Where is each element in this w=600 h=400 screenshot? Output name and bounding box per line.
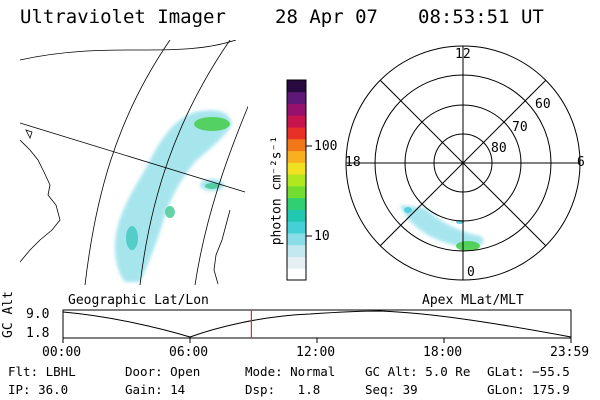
image-date: 28 Apr 07 — [275, 6, 378, 28]
timeline-xtick: 12:00 — [296, 345, 336, 360]
mlt-label-0: 0 — [467, 265, 475, 280]
colorbar-cell — [287, 91, 306, 105]
colorbar-cell — [287, 256, 306, 269]
apex-label: Apex MLat/MLT — [422, 293, 524, 308]
aurora-halo-left — [114, 110, 232, 283]
ip-info: IP: 36.0 — [8, 382, 69, 397]
colorbar-cell — [287, 197, 306, 210]
mlt-label-18: 18 — [345, 155, 361, 170]
geographic-map — [20, 40, 248, 285]
colorbar-cell — [287, 115, 306, 128]
colorbar-cell — [287, 150, 306, 163]
aurora-polar — [400, 205, 484, 251]
mlt-label-12: 12 — [455, 47, 471, 62]
mode-info: Mode: Normal — [245, 364, 336, 379]
geographic-label: Geographic Lat/Lon — [68, 293, 209, 308]
colorbar-cell — [287, 209, 306, 222]
glon-info: GLon: 175.9 — [487, 382, 570, 397]
colorbar-cell — [287, 268, 306, 281]
colorbar-cell — [287, 80, 306, 93]
timeline-ytick-bottom: 1.8 — [26, 326, 50, 341]
mlat-label-70: 70 — [512, 120, 528, 135]
polar-plot — [345, 45, 581, 281]
coastline — [20, 129, 231, 285]
mlt-label-6: 6 — [577, 155, 585, 170]
timeline-ylabel: GC Alt — [1, 291, 16, 338]
timeline-ytick-top: 9.0 — [26, 307, 50, 322]
colorbar-cell — [287, 127, 306, 140]
image-time: 08:53:51 UT — [418, 6, 544, 28]
colorbar-tick-10: 10 — [314, 229, 330, 244]
colorbar-cell — [287, 138, 306, 152]
instrument-title: Ultraviolet Imager — [20, 6, 226, 28]
colorbar-label: photon cm⁻²s⁻¹ — [269, 135, 285, 246]
colorbar-cell — [287, 232, 306, 246]
dsp-info: Dsp: 1.8 — [245, 382, 321, 397]
mlat-label-60: 60 — [535, 97, 551, 112]
colorbar-cell — [287, 174, 306, 187]
colorbar-cell — [287, 221, 306, 234]
gain-info: Gain: 14 — [125, 382, 186, 397]
colorbar-cell — [287, 185, 306, 199]
colorbar-tick-100: 100 — [314, 139, 338, 154]
mlat-label-80: 80 — [491, 141, 507, 156]
map-grid — [20, 40, 248, 285]
gc-alt-info: GC Alt: 5.0 Re — [365, 364, 471, 379]
colorbar-cell — [287, 244, 306, 257]
filter-info: Flt: LBHL — [8, 364, 76, 379]
colorbar — [286, 79, 312, 281]
orbit-timeline — [62, 309, 572, 343]
door-info: Door: Open — [125, 364, 201, 379]
glat-info: GLat: −55.5 — [487, 364, 570, 379]
timeline-xtick: 06:00 — [169, 345, 209, 360]
timeline-xtick: 00:00 — [42, 345, 82, 360]
seq-info: Seq: 39 — [365, 382, 418, 397]
timeline-xtick: 23:59 — [550, 345, 590, 360]
timeline-xtick: 18:00 — [423, 345, 463, 360]
aurora-core-left — [126, 117, 230, 250]
colorbar-cell — [287, 162, 306, 175]
colorbar-cell — [287, 103, 306, 116]
